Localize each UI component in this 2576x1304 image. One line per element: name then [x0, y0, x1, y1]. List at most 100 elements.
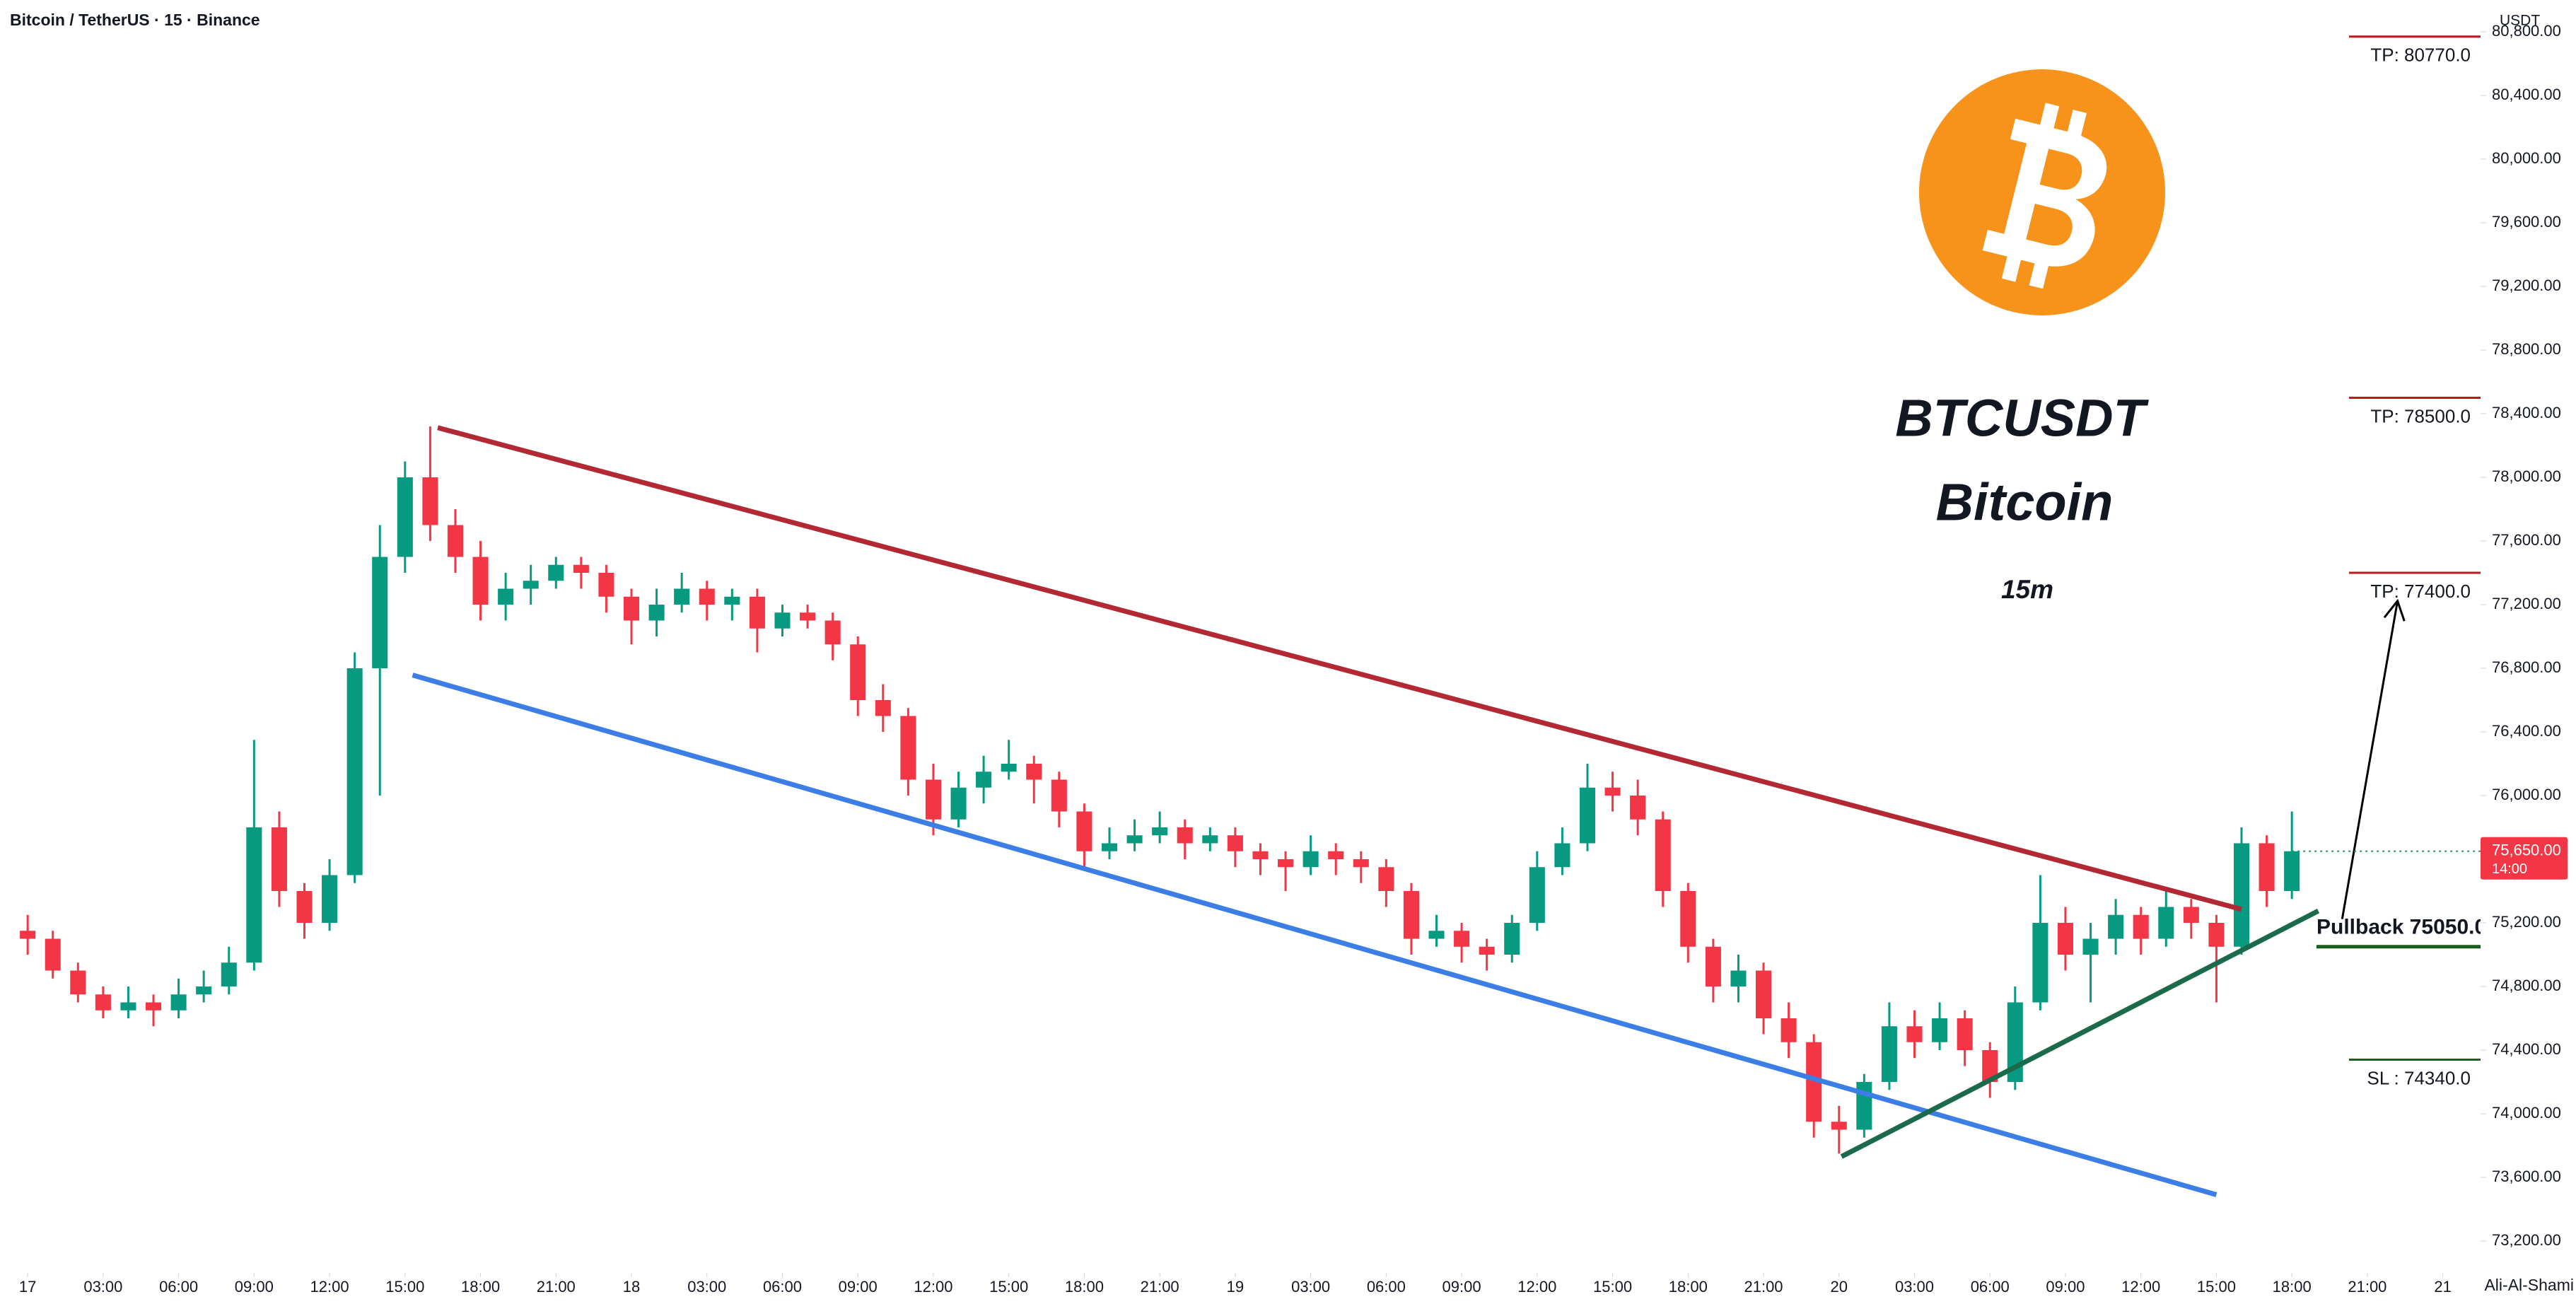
candle-body: [699, 588, 715, 605]
candle-body: [1126, 835, 1143, 844]
candle-body: [800, 612, 816, 621]
y-tick-label: 78,800.00: [2492, 340, 2561, 358]
candle-body: [1378, 867, 1394, 891]
candle-body: [548, 564, 564, 581]
candle-body: [1152, 827, 1168, 836]
x-tick-label: 03:00: [1895, 1278, 1934, 1296]
candle-body: [1428, 931, 1445, 939]
candle-body: [1806, 1042, 1822, 1122]
candle-body: [1630, 796, 1646, 820]
candle-body: [472, 557, 489, 605]
y-tick-label: 80,400.00: [2492, 86, 2561, 103]
candle-body: [447, 525, 463, 557]
y-tick-label: 73,600.00: [2492, 1168, 2561, 1185]
candle-body: [322, 875, 338, 923]
candle-body: [1529, 867, 1545, 923]
y-tick-label: 79,600.00: [2492, 213, 2561, 231]
x-tick-label: 18: [623, 1278, 640, 1296]
candle-body: [145, 1002, 162, 1011]
candle-body: [1076, 811, 1092, 851]
candle-body: [422, 477, 438, 525]
candle-body: [1001, 764, 1017, 772]
x-tick-label: 15:00: [2197, 1278, 2236, 1296]
candle-body: [900, 716, 916, 780]
overlay-subtitle: Bitcoin: [1936, 473, 2114, 532]
candle-body: [2259, 843, 2275, 891]
candle-body: [1982, 1050, 1998, 1082]
candle-body: [1026, 764, 1042, 780]
x-tick-label: 15:00: [1593, 1278, 1632, 1296]
logo-glyph: [1982, 103, 2107, 289]
price-badge: [2481, 837, 2568, 880]
candle-body: [1051, 779, 1067, 812]
candle-body: [1227, 835, 1243, 851]
candle-body: [623, 596, 640, 621]
watermark: Ali-Al-Shami: [2484, 1276, 2574, 1294]
y-tick-label: 74,400.00: [2492, 1040, 2561, 1058]
x-tick-label: 09:00: [235, 1278, 274, 1296]
x-tick-label: 12:00: [310, 1278, 349, 1296]
candle-body: [2233, 843, 2250, 947]
price-badge-countdown: 14:00: [2492, 861, 2527, 877]
candle-body: [20, 931, 36, 939]
y-tick-label: 74,000.00: [2492, 1104, 2561, 1122]
x-tick-label: 12:00: [914, 1278, 952, 1296]
x-tick-label: 09:00: [2046, 1278, 2085, 1296]
y-tick-label: 77,200.00: [2492, 595, 2561, 612]
candle-body: [523, 581, 539, 589]
candle-body: [2082, 938, 2099, 955]
candle-body: [648, 605, 665, 621]
candle-body: [976, 772, 992, 788]
candle-body: [850, 644, 866, 700]
x-tick-label: 06:00: [1971, 1278, 2010, 1296]
x-tick-label: 18:00: [1065, 1278, 1104, 1296]
y-tick-label: 74,800.00: [2492, 977, 2561, 994]
candle-body: [1906, 1026, 1923, 1042]
x-tick-label: 03:00: [83, 1278, 122, 1296]
candle-body: [221, 962, 237, 986]
trendline: [437, 425, 2242, 912]
x-tick-label: 18:00: [461, 1278, 500, 1296]
candle-body: [1177, 827, 1193, 844]
candle-body: [1655, 819, 1671, 891]
candle-body: [1881, 1026, 1897, 1082]
candle-body: [1781, 1018, 1797, 1042]
candle-body: [1957, 1018, 1973, 1050]
x-tick-label: 21:00: [1141, 1278, 1179, 1296]
candle-body: [1403, 891, 1419, 939]
x-tick-label: 12:00: [1517, 1278, 1556, 1296]
x-tick-label: 06:00: [159, 1278, 198, 1296]
bitcoin-logo: [1919, 69, 2165, 315]
candle-body: [950, 787, 967, 820]
candle-body: [70, 970, 86, 995]
overlay-timeframe: 15m: [2001, 575, 2053, 604]
plot-area: TP: 80770.0 TP: 78500.0 TP: 77400.0 Pullbac…: [20, 35, 2481, 1197]
level-label: TP: 77400.0: [2370, 581, 2471, 602]
arrow-head: [2383, 598, 2406, 622]
x-tick-label: 03:00: [687, 1278, 726, 1296]
trendline: [1840, 909, 2320, 1159]
candle-body: [45, 938, 61, 971]
symbol-header: Bitcoin / TetherUS · 15 · Binance: [10, 11, 260, 29]
candle-body: [2183, 907, 2199, 923]
candle-body: [120, 1002, 136, 1011]
candle-body: [824, 620, 841, 645]
x-tick-label: 03:00: [1291, 1278, 1330, 1296]
candle-body: [2158, 907, 2174, 939]
candle-body: [749, 596, 765, 629]
x-tick-label: 21:00: [537, 1278, 576, 1296]
candle-body: [2133, 914, 2149, 939]
candle-body: [2284, 851, 2300, 891]
candle-body: [1856, 1082, 1872, 1130]
y-tick-label: 76,000.00: [2492, 786, 2561, 803]
candle-body: [724, 596, 740, 605]
candle-body: [1604, 787, 1621, 796]
x-tick-label: 20: [1831, 1278, 1848, 1296]
candle-body: [925, 779, 941, 820]
candle-body: [2208, 923, 2225, 947]
trendline: [412, 673, 2217, 1197]
candle-body: [1278, 859, 1294, 868]
candle-body: [372, 557, 388, 668]
arrow-line: [2341, 600, 2399, 919]
x-tick-label: 15:00: [385, 1278, 424, 1296]
